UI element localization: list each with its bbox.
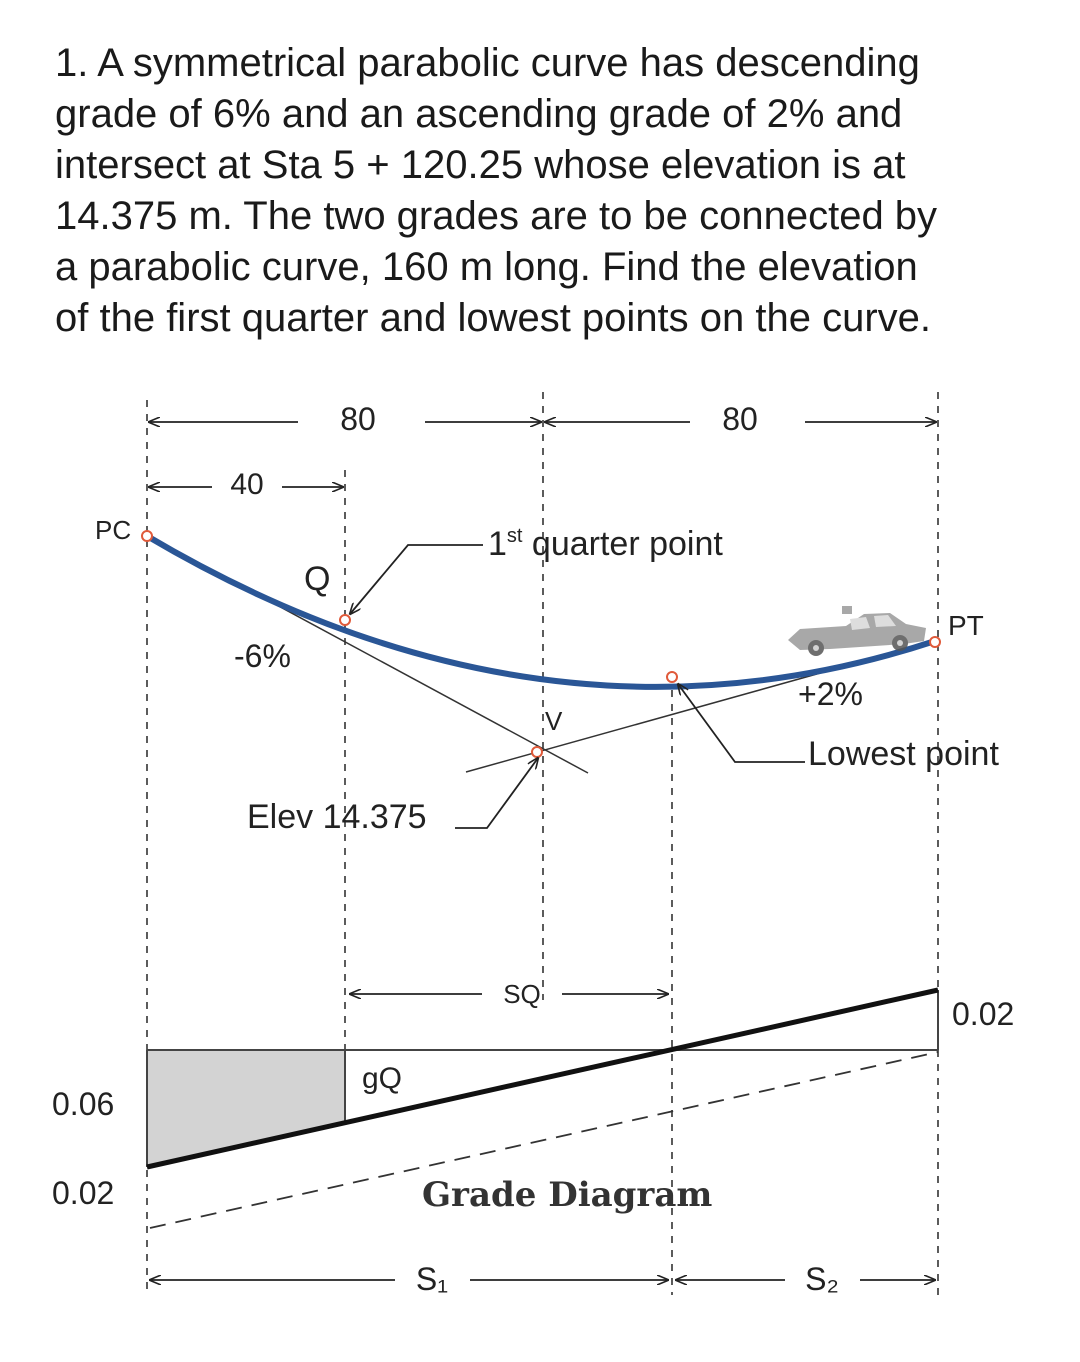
left-value-bottom-label: 0.02 xyxy=(52,1175,114,1211)
grade-line xyxy=(146,987,939,1170)
problem-statement: 1. A symmetrical parabolic curve has des… xyxy=(55,38,1045,344)
sq-label: SQ xyxy=(503,979,541,1009)
first-quarter-label: 1st quarter point xyxy=(488,525,723,563)
lowest-point-label: Lowest point xyxy=(808,735,999,773)
first-quarter-text: quarter point xyxy=(522,525,723,563)
s1-label: S₁ xyxy=(416,1261,448,1297)
elev-label: Elev 14.375 xyxy=(247,798,427,836)
elev-leader xyxy=(455,758,538,829)
car-icon xyxy=(788,606,926,656)
v-label: V xyxy=(545,706,563,736)
shaded-region xyxy=(147,1050,345,1167)
gq-label: gQ xyxy=(362,1062,402,1095)
lowest-point-marker xyxy=(666,671,678,683)
pt-point xyxy=(929,636,941,648)
reference-dashed-line xyxy=(149,1051,939,1229)
pc-label: PC xyxy=(95,515,131,545)
first-quarter-suffix: st xyxy=(507,525,523,547)
left-value-top-label: 0.06 xyxy=(52,1086,114,1122)
grade-diagram-title: Grade Diagram xyxy=(422,1175,712,1215)
dim-right-label: 80 xyxy=(722,401,758,437)
right-value-label: 0.02 xyxy=(952,996,1014,1032)
first-quarter-number: 1 xyxy=(488,525,507,563)
pt-label: PT xyxy=(948,610,984,641)
pc-point xyxy=(141,530,153,542)
s2-label: S₂ xyxy=(805,1261,839,1297)
grade2-label: +2% xyxy=(798,676,863,712)
quarter-point-leader xyxy=(350,544,483,614)
dim-left-label: 80 xyxy=(340,401,376,437)
dim-quarter-label: 40 xyxy=(230,468,263,501)
problem-line: a parabolic curve, 160 m long. Find the … xyxy=(55,245,918,289)
problem-line: intersect at Sta 5 + 120.25 whose elevat… xyxy=(55,143,906,187)
grade1-label: -6% xyxy=(234,638,291,674)
grade-diagram xyxy=(146,987,939,1280)
problem-line: 1. A symmetrical parabolic curve has des… xyxy=(55,41,920,85)
problem-line: 14.375 m. The two grades are to be conne… xyxy=(55,194,938,238)
q-label: Q xyxy=(304,560,330,598)
quarter-point xyxy=(339,614,351,626)
parabolic-curve xyxy=(144,533,938,690)
reference-lines xyxy=(146,392,939,1300)
leader-lines xyxy=(350,544,805,829)
vertex-point xyxy=(531,746,543,758)
lowest-point-leader xyxy=(678,684,805,763)
problem-line: grade of 6% and an ascending grade of 2%… xyxy=(55,92,903,136)
problem-line: of the first quarter and lowest points o… xyxy=(55,296,932,340)
